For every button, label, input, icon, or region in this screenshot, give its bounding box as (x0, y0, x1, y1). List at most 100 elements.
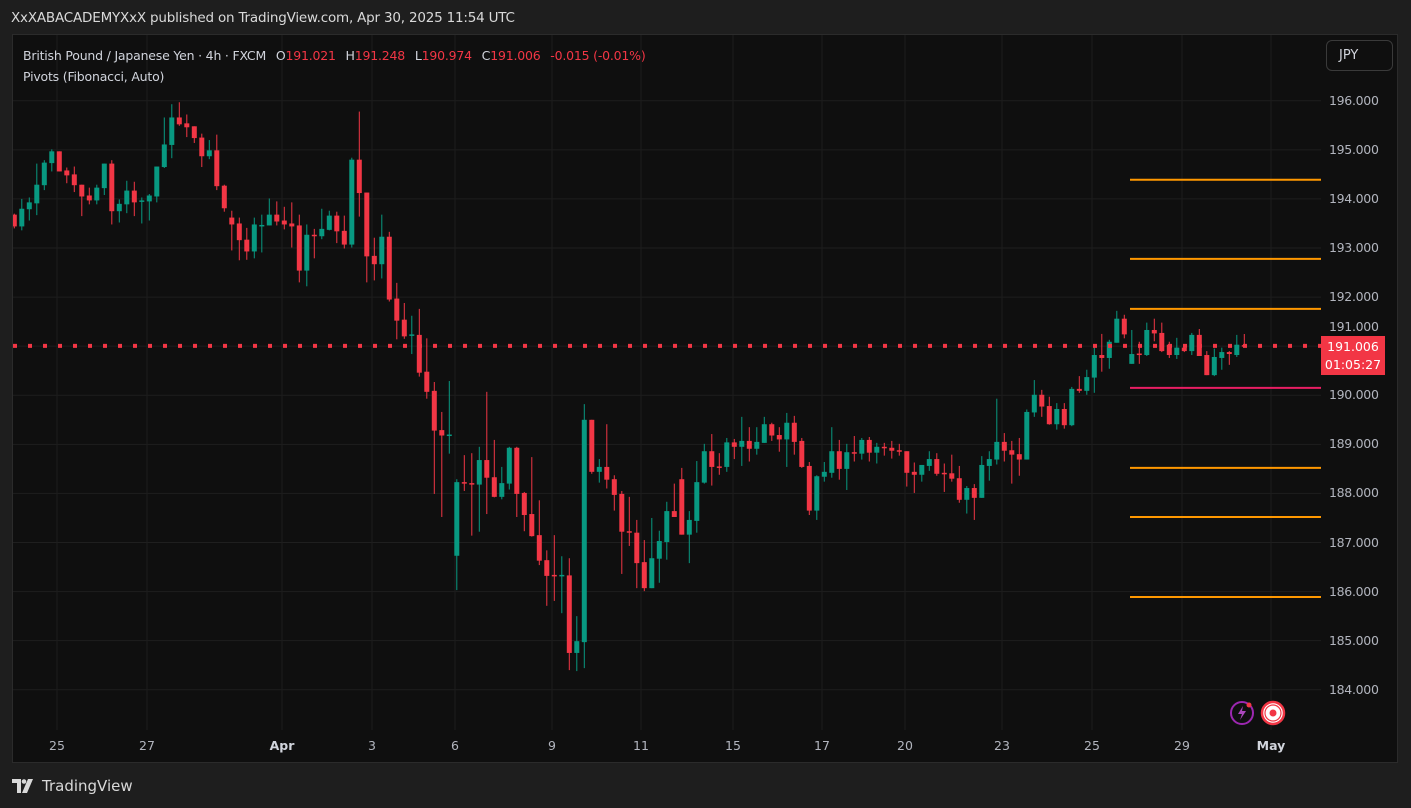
candle-body (521, 492, 527, 516)
candle-body (244, 239, 250, 252)
candle-body (19, 208, 25, 227)
candle-body (1091, 355, 1097, 378)
last-price-label: 191.006 01:05:27 (1321, 335, 1385, 375)
candle-body (409, 334, 415, 336)
currency-button[interactable]: JPY (1326, 40, 1393, 71)
candle-body (334, 215, 340, 232)
lightning-circle-icon[interactable] (1229, 700, 1255, 726)
candle-body (1219, 352, 1225, 358)
indicator-title: Pivots (Fibonacci, Auto) (23, 69, 165, 84)
candle-body (701, 451, 707, 483)
candle-body (1076, 388, 1082, 391)
chart-panel[interactable]: British Pound / Japanese Yen · 4h · FXCM… (12, 34, 1398, 763)
candle-body (596, 466, 602, 472)
candle-body (49, 151, 55, 164)
candle-body (341, 230, 347, 245)
change-value: -0.015 (-0.01%) (550, 48, 646, 63)
candle-body (1114, 318, 1120, 343)
candle-body (836, 451, 842, 469)
candle-body (889, 447, 895, 451)
candle-body (934, 459, 940, 474)
candle-body (214, 150, 220, 187)
candle-body (896, 450, 902, 452)
candle-body (221, 185, 227, 209)
chart-badges (1229, 700, 1287, 726)
time-tick-label: 20 (897, 738, 913, 753)
time-tick-label: 15 (725, 738, 741, 753)
candle-body (154, 166, 160, 197)
candle-body (446, 434, 452, 437)
candle-body (611, 479, 617, 495)
candle-body (139, 200, 145, 202)
candle-body (304, 234, 310, 271)
candle-body (649, 558, 655, 589)
candle-body (86, 195, 92, 201)
candle-body (461, 482, 467, 484)
candle-body (881, 446, 887, 449)
candle-body (424, 371, 430, 392)
candle-body (439, 430, 445, 436)
candle-body (1211, 356, 1217, 376)
price-tick-label: 189.000 (1329, 436, 1379, 452)
candle-body (641, 562, 647, 589)
time-tick-label: 23 (994, 738, 1010, 753)
record-target-icon[interactable] (1259, 700, 1287, 726)
candle-body (184, 123, 190, 128)
high-label: H (345, 48, 355, 63)
time-tick-label: 25 (49, 738, 65, 753)
candle-body (1061, 409, 1067, 426)
candle-body (431, 390, 437, 431)
candle-body (1174, 347, 1180, 356)
candle-body (79, 184, 85, 197)
candle-body (634, 532, 640, 564)
candle-body (551, 574, 557, 577)
candle-body (401, 319, 407, 337)
candle-body (986, 459, 992, 466)
candle-body (979, 464, 985, 498)
candle-body (956, 478, 962, 500)
price-tick-label: 184.000 (1329, 681, 1379, 697)
candle-body (754, 441, 760, 449)
candle-body (1151, 329, 1157, 334)
close-label: C (481, 48, 491, 63)
candle-body (844, 452, 850, 469)
time-tick-label: Apr (269, 738, 295, 753)
candle-body (671, 511, 677, 517)
candle-body (716, 466, 722, 468)
candle-body (311, 234, 317, 237)
candle-body (964, 488, 970, 500)
candle-body (626, 531, 632, 533)
time-tick-label: 27 (139, 738, 155, 753)
candle-body (941, 472, 947, 475)
candle-body (559, 574, 565, 577)
candle-body (769, 424, 775, 436)
candle-body (1106, 341, 1112, 358)
symbol-title: British Pound / Japanese Yen · 4h · FXCM (23, 48, 267, 63)
candle-body (679, 479, 685, 535)
candle-body (761, 424, 767, 443)
candle-body (971, 488, 977, 498)
candle-body (131, 190, 137, 203)
tradingview-footer[interactable]: TradingView (12, 777, 133, 795)
candlestick-chart[interactable] (13, 35, 1398, 763)
candle-body (191, 126, 197, 139)
candle-body (911, 471, 917, 475)
indicator-legend-row[interactable]: Pivots (Fibonacci, Auto) (23, 66, 646, 87)
candle-body (251, 224, 257, 252)
price-tick-label: 194.000 (1329, 190, 1379, 206)
low-label: L (414, 48, 422, 63)
candle-body (146, 195, 152, 202)
candle-body (821, 471, 827, 477)
candle-body (544, 560, 550, 576)
candle-body (1204, 355, 1210, 376)
candle-body (686, 519, 692, 535)
candle-body (109, 163, 115, 212)
candle-body (41, 162, 47, 186)
candle-body (266, 214, 272, 226)
candle-body (791, 422, 797, 442)
candle-body (604, 466, 610, 480)
candle-body (1031, 394, 1037, 413)
candle-body (904, 451, 910, 473)
candle-body (1189, 334, 1195, 352)
symbol-legend-row[interactable]: British Pound / Japanese Yen · 4h · FXCM… (23, 45, 646, 66)
